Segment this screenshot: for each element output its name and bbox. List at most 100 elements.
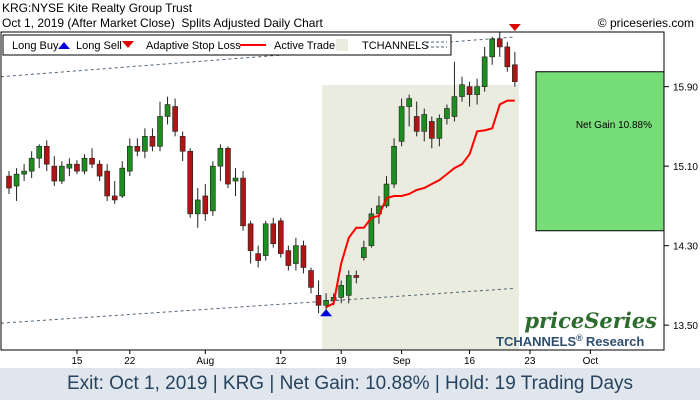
candle-body [512,64,518,82]
candle-body [119,167,126,197]
x-tick-label: 22 [124,356,136,367]
candle-body [59,165,65,182]
y-tick-label: 14.30 [673,242,698,253]
candle-body [293,245,299,264]
candle-body [270,223,277,244]
candle-body [28,157,35,172]
candle-body [300,245,307,268]
candle-body [504,46,511,68]
candle-body [89,157,95,165]
axes-layer: 15.90 15.10 14.30 13.50 15 22 Aug 12 19 Sep 16 23 Oc… [71,83,698,367]
candle-body [6,175,12,189]
candle-body [194,199,201,215]
y-tick-label: 15.90 [673,83,698,94]
candle-body [391,145,397,185]
candle-body [368,213,375,246]
candle-body [134,145,141,152]
candle-body [285,250,292,266]
net-gain-label: Net Gain 10.88% [576,120,652,131]
priceseries-logo: priceSeries [524,308,657,333]
legend-active-trade-label: Active Trade [274,40,335,52]
candle-body [127,145,133,172]
candle-body [225,147,231,185]
legend-active-trade-swatch [336,39,348,51]
x-tick-label: Sep [393,356,411,367]
tchannel-upper-line [0,36,515,78]
candle-body [36,145,43,159]
candle-body [459,84,465,97]
candle-body [179,136,186,152]
candle-body [361,247,367,258]
legend-tchannels-label: TCHANNELS [362,40,429,52]
candle-body [81,157,88,172]
x-tick-label: 16 [464,356,476,367]
chart-subtitle-date: Oct 1, 2019 (After Market Close) [2,16,175,30]
x-tick-label: 12 [275,356,287,367]
y-tick-label: 15.10 [673,162,698,173]
candle-body [21,170,27,175]
candle-body [308,270,314,288]
candle-body [444,108,450,119]
candle-body [240,177,246,227]
copyright: © priceseries.com [597,16,694,30]
candle-body [202,195,209,215]
legend-long-buy-label: Long Buy [12,40,59,52]
tchannel-lower-line [0,287,515,324]
plot-frame [0,31,665,351]
candle-body [323,300,329,306]
stop-loss-layer [325,99,515,309]
tchannels-layer [0,36,515,324]
candles-layer [6,32,518,316]
trade-markers-layer [320,24,521,317]
x-tick-label: 15 [71,356,83,367]
chart-title: KRG:NYSE Kite Realty Group Trust [2,1,193,15]
candle-body [164,104,171,117]
candle-body [277,220,284,254]
net-gain-box [535,71,665,232]
long-buy-arrow-icon [320,309,333,317]
candle-body [255,253,261,261]
candle-body [466,86,473,95]
candle-body [436,118,443,139]
candle-body [353,275,360,278]
tchannels-research-logo: TCHANNELS® Research [496,333,644,349]
candle-body [187,150,193,215]
candle-body [496,38,503,48]
candle-body [43,145,50,165]
candle-body [398,106,405,142]
active-trade-region [322,85,519,350]
candle-body [489,38,496,58]
long-sell-arrow-icon [508,24,521,31]
candle-body [474,86,480,95]
research-brand-text: Research [586,334,645,349]
price-chart: 15.90 15.10 14.30 13.50 15 22 Aug 12 19 Sep 16 23 Oc… [0,24,699,367]
chart-subtitle: Oct 1, 2019 (After Market Close) Splits … [2,16,323,30]
candle-body [51,165,58,182]
candle-body [142,136,148,152]
candle-body [383,183,390,207]
candle-body [157,116,163,147]
candle-body [421,114,428,132]
candle-body [66,163,73,169]
y-tick-label: 13.50 [673,321,698,332]
x-tick-label: Oct [583,356,599,367]
x-tick-label: Aug [196,356,214,367]
candle-body [149,136,156,147]
registered-mark: ® [576,333,583,343]
tchannels-brand-text: TCHANNELS [496,334,576,349]
candle-body [315,295,322,306]
candle-body [172,106,178,132]
candle-body [406,98,412,107]
candle-body [413,116,420,132]
legend: Long Buy Long Sell Adaptive Stop Loss Ac… [2,34,452,56]
candle-body [96,163,103,177]
trade-summary-footer: Exit: Oct 1, 2019 | KRG | Net Gain: 10.8… [0,368,700,400]
chart-subtitle-desc: Splits Adjusted Daily Chart [181,16,323,30]
candle-body [451,96,458,117]
candle-body [217,147,224,167]
x-tick-label: 19 [336,356,348,367]
candle-body [13,173,20,187]
legend-stop-loss-label: Adaptive Stop Loss [146,40,241,52]
legend-long-buy-arrow-icon [58,42,70,49]
candle-body [111,195,118,201]
